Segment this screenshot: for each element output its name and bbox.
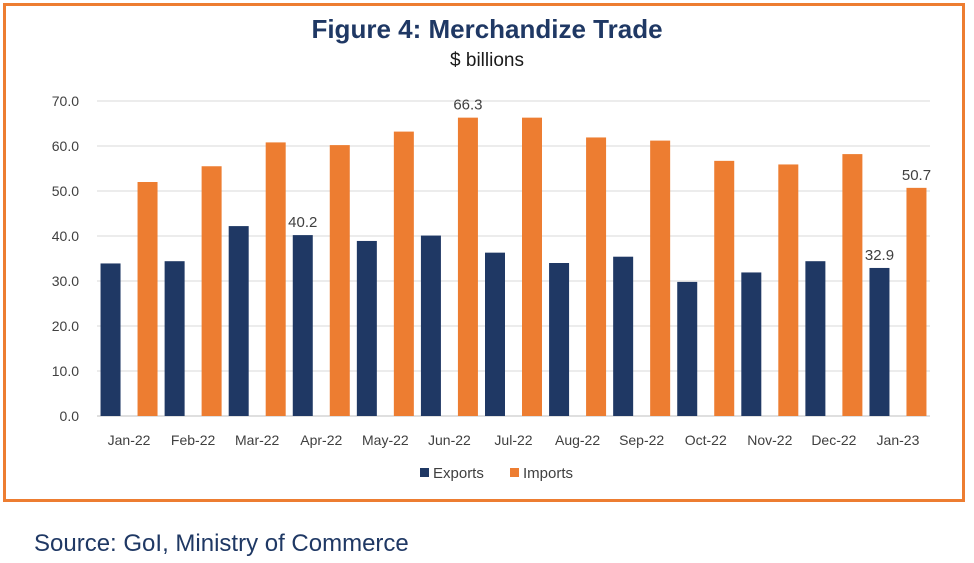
imports-bar [137, 182, 158, 416]
exports-legend-label: Exports [433, 465, 484, 482]
exports-bar [805, 261, 826, 416]
exports-legend-swatch [420, 468, 429, 477]
data-label: 50.7 [902, 167, 931, 184]
x-tick-label: Jun-22 [428, 432, 471, 448]
exports-bar [292, 235, 313, 416]
imports-bar [329, 145, 350, 416]
y-tick-label: 50.0 [52, 183, 79, 199]
x-tick-label: Mar-22 [235, 432, 280, 448]
exports-bar [420, 235, 441, 416]
data-label: 66.3 [453, 97, 482, 114]
y-tick-label: 70.0 [52, 93, 79, 109]
exports-bar [485, 252, 505, 416]
imports-bar [650, 140, 671, 416]
y-tick-label: 30.0 [52, 273, 79, 289]
y-tick-label: 40.0 [52, 228, 79, 244]
imports-bar [906, 187, 927, 416]
x-tick-label: Jan-22 [108, 432, 151, 448]
y-tick-label: 0.0 [60, 408, 80, 424]
source-note: Source: GoI, Ministry of Commerce [34, 530, 409, 557]
exports-bar [100, 263, 121, 416]
x-tick-label: Apr-22 [300, 432, 342, 448]
exports-bar [228, 226, 249, 416]
imports-bar [842, 154, 863, 416]
imports-bar [778, 164, 799, 416]
exports-bar [613, 256, 634, 416]
x-tick-label: Nov-22 [747, 432, 792, 448]
imports-bar [714, 160, 735, 416]
x-tick-label: Feb-22 [171, 432, 216, 448]
x-tick-label: Oct-22 [685, 432, 727, 448]
exports-bar [356, 240, 377, 416]
data-label: 32.9 [865, 247, 894, 264]
exports-bar [164, 261, 185, 416]
imports-bar [265, 142, 286, 416]
x-tick-label: Jul-22 [494, 432, 532, 448]
x-tick-label: Jan-23 [877, 432, 920, 448]
imports-bar [586, 137, 607, 416]
exports-bar [741, 272, 762, 416]
imports-legend-swatch [510, 468, 519, 477]
exports-bar [677, 281, 698, 416]
chart-frame [3, 3, 965, 502]
x-tick-label: Dec-22 [811, 432, 856, 448]
imports-legend-label: Imports [523, 465, 573, 482]
exports-bar [549, 263, 570, 416]
x-tick-label: Sep-22 [619, 432, 664, 448]
x-tick-label: May-22 [362, 432, 409, 448]
y-tick-label: 60.0 [52, 138, 79, 154]
y-tick-label: 20.0 [52, 318, 79, 334]
y-tick-label: 10.0 [52, 363, 79, 379]
imports-bar [201, 166, 222, 416]
x-tick-label: Aug-22 [555, 432, 600, 448]
data-label: 40.2 [288, 214, 317, 231]
exports-bar [869, 267, 890, 416]
imports-bar [522, 117, 542, 417]
chart-subtitle: $ billions [450, 50, 524, 71]
imports-bar [393, 131, 414, 416]
imports-bar [457, 117, 478, 417]
chart-title: Figure 4: Merchandize Trade [311, 14, 663, 44]
